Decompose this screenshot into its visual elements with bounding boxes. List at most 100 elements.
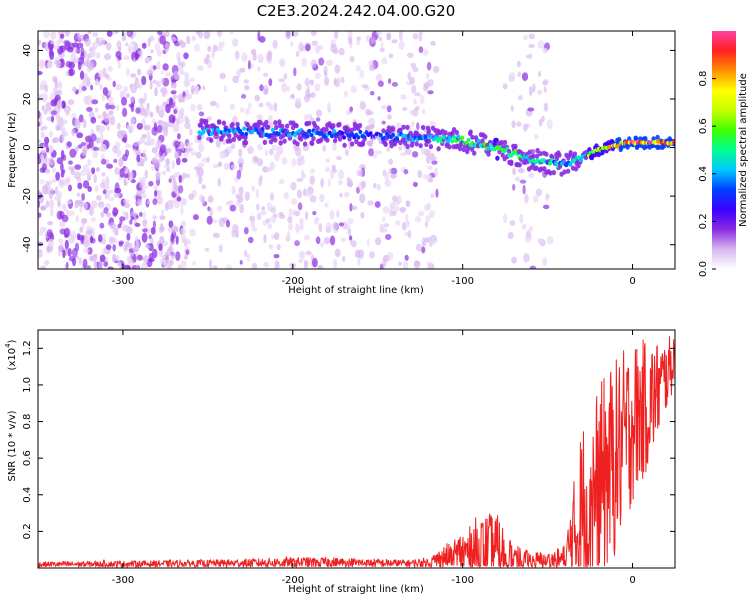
spectrogram-noise-dot [173, 108, 178, 115]
spectrogram-noise-dot [177, 185, 184, 194]
spectrogram-noise-dot [418, 46, 424, 54]
spectrogram-noise-dot [412, 181, 418, 188]
spectrogram-noise-dot [165, 202, 169, 212]
spectrogram-noise-dot [192, 214, 199, 221]
spectrogram-noise-dot [101, 172, 106, 177]
spectrogram-noise-dot [349, 55, 355, 63]
spectrogram-noise-dot [86, 76, 91, 87]
spectrogram-noise-dot [267, 114, 273, 125]
spectrogram-noise-dot [299, 217, 304, 225]
spectrogram-ridge-halo [473, 135, 479, 141]
spectrogram-ridge-point [395, 136, 400, 142]
spectrogram-noise-dot [152, 158, 157, 164]
spectrogram-noise-dot [532, 83, 536, 93]
snr-ytick-label: 0.8 [22, 414, 33, 430]
spectrogram-noise-dot [259, 175, 264, 181]
spectrogram-noise-dot [84, 135, 92, 142]
spectrogram-ridge-point [307, 128, 312, 134]
spectrogram-noise-dot [215, 139, 221, 148]
spectrogram-noise-dot [305, 43, 311, 52]
spectrogram-noise-dot [88, 139, 94, 149]
spectrogram-noise-dot [48, 157, 55, 166]
spectrogram-noise-dot [179, 70, 186, 76]
spectrogram-ridge-halo [568, 150, 573, 156]
spectrogram-noise-dot [109, 104, 116, 110]
spectrogram-ridge-halo [264, 119, 269, 125]
spectrogram-noise-dot [291, 31, 299, 37]
spectrogram-ridge-halo [370, 123, 375, 129]
spectrogram-noise-dot [522, 184, 526, 195]
spectrogram-noise-dot [146, 136, 152, 147]
spectrogram-noise-dot [126, 124, 130, 130]
spectrogram-noise-dot [229, 204, 237, 212]
spectrogram-noise-dot [183, 52, 189, 60]
spectrogram-noise-dot [203, 31, 211, 40]
spectrogram-noise-dot [285, 31, 292, 40]
spectrogram-noise-dot [141, 42, 147, 49]
spectrogram-noise-dot [343, 90, 348, 98]
spectrogram-noise-dot [374, 150, 382, 155]
spectrogram-noise-dot [184, 238, 192, 245]
spectrogram-noise-dot [207, 195, 214, 204]
spectrogram-noise-dot [173, 70, 179, 80]
spectrogram-noise-dot [162, 170, 167, 176]
spectrogram-noise-dot [90, 237, 96, 244]
spectrogram-noise-dot [183, 254, 188, 260]
spectrogram-noise-dot [71, 128, 76, 136]
spectrogram-noise-dot [348, 235, 353, 241]
spectrogram-noise-dot [146, 69, 154, 76]
spectrogram-noise-dot [202, 157, 208, 163]
spectrogram-noise-dot [113, 158, 118, 163]
spectrogram-noise-dot [403, 169, 409, 175]
spectrogram-noise-dot [326, 59, 334, 66]
spectrogram-noise-dot [258, 36, 266, 43]
spectrogram-noise-dot [94, 185, 99, 193]
spectrogram-noise-dot [212, 232, 220, 239]
spectrogram-noise-dot [39, 179, 45, 185]
spectrogram-noise-dot [310, 31, 317, 37]
spectrogram-noise-dot [399, 35, 403, 42]
snr-ytick-label: 1.2 [22, 340, 33, 356]
spectrogram-noise-dot [311, 40, 318, 46]
spectrogram-noise-dot [61, 100, 66, 109]
spectrogram-noise-dot [229, 103, 236, 111]
spectrogram-noise-dot [81, 86, 87, 91]
spectrogram-noise-dot [134, 222, 141, 227]
snr-series-line [38, 336, 675, 568]
chart-title: C2E3.2024.242.04.00.G20 [257, 2, 456, 20]
spectrogram-noise-dot [118, 46, 122, 52]
spectrogram-noise-dot [123, 55, 130, 61]
spectrogram-noise-dot [315, 109, 323, 117]
spectrogram-ridge-halo [405, 124, 410, 130]
spectrogram-noise-dot [89, 51, 96, 58]
spectrogram-ridge-point [368, 131, 373, 136]
spectrogram-noise-dot [432, 65, 440, 74]
spectrogram-noise-dot [44, 136, 50, 145]
spectrogram-noise-dot [156, 60, 161, 71]
spectrogram-noise-dot [124, 42, 129, 47]
spectrogram-noise-dot [543, 47, 548, 54]
spectrogram-ridge-point [244, 131, 249, 137]
spectrogram-noise-dot [77, 201, 85, 208]
spectrogram-noise-dot [74, 118, 80, 125]
spectrogram-noise-dot [367, 200, 374, 206]
spectrogram-noise-dot [101, 93, 105, 102]
spectrogram-noise-dot [212, 265, 218, 269]
spectrogram-noise-dot [97, 124, 103, 134]
spectrogram-noise-dot [63, 204, 67, 211]
spectrogram-noise-dot [92, 151, 99, 159]
colorbar-ticks: 0.0 0.2 0.4 0.6 0.8 [698, 71, 716, 277]
spectrogram-ridge-halo [307, 120, 312, 126]
spectrogram-noise-dot [524, 234, 532, 243]
spectrogram-noise-dot [71, 247, 78, 258]
spectrogram-noise-dot [161, 92, 166, 97]
spectrogram-noise-dot [415, 105, 420, 111]
spectrogram-noise-dot [304, 211, 309, 221]
spectrogram-ridge-halo [325, 137, 330, 143]
spectrogram-noise-dot [290, 93, 295, 99]
spectrogram-noise-dot [502, 83, 508, 90]
spectrogram-noise-dot [41, 125, 48, 131]
spectrogram-noise-dot [62, 128, 67, 137]
spectrogram-noise-dot [89, 206, 94, 216]
spectrogram-noise-dot [107, 96, 114, 102]
